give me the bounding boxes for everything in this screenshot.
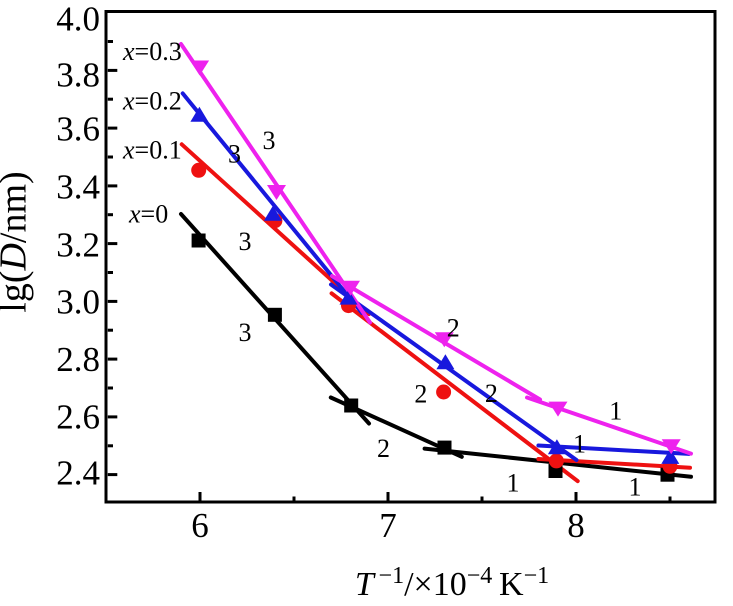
svg-text:2.6: 2.6 xyxy=(56,398,100,437)
svg-text:2.4: 2.4 xyxy=(56,454,100,493)
svg-text:3.4: 3.4 xyxy=(56,168,100,207)
svg-text:2: 2 xyxy=(414,379,427,408)
svg-text:2: 2 xyxy=(377,434,390,463)
svg-text:2.8: 2.8 xyxy=(56,340,100,379)
svg-text:lg(D/nm): lg(D/nm) xyxy=(0,171,35,312)
svg-text:x=0.1: x=0.1 xyxy=(122,136,182,165)
svg-text:x=0.2: x=0.2 xyxy=(122,87,182,116)
svg-text:2: 2 xyxy=(447,313,460,342)
svg-text:3: 3 xyxy=(239,227,252,256)
svg-text:x=0: x=0 xyxy=(128,200,168,229)
svg-text:3: 3 xyxy=(263,126,276,155)
svg-text:2: 2 xyxy=(485,379,498,408)
svg-text:4.0: 4.0 xyxy=(56,0,100,39)
svg-text:3.2: 3.2 xyxy=(56,226,100,265)
svg-text:1: 1 xyxy=(573,430,586,459)
svg-text:x=0.3: x=0.3 xyxy=(122,37,182,66)
svg-text:1: 1 xyxy=(507,469,520,498)
svg-text:3.6: 3.6 xyxy=(56,110,100,149)
svg-text:T −1/×10−4 K−1: T −1/×10−4 K−1 xyxy=(355,563,549,603)
svg-text:8: 8 xyxy=(567,506,585,545)
svg-text:7: 7 xyxy=(379,506,397,545)
svg-text:3.8: 3.8 xyxy=(56,56,100,95)
svg-text:6: 6 xyxy=(191,506,209,545)
svg-text:1: 1 xyxy=(609,397,622,426)
svg-text:3: 3 xyxy=(228,140,241,169)
svg-text:3.0: 3.0 xyxy=(56,283,100,322)
svg-text:3: 3 xyxy=(239,318,252,347)
svg-text:1: 1 xyxy=(629,473,642,502)
